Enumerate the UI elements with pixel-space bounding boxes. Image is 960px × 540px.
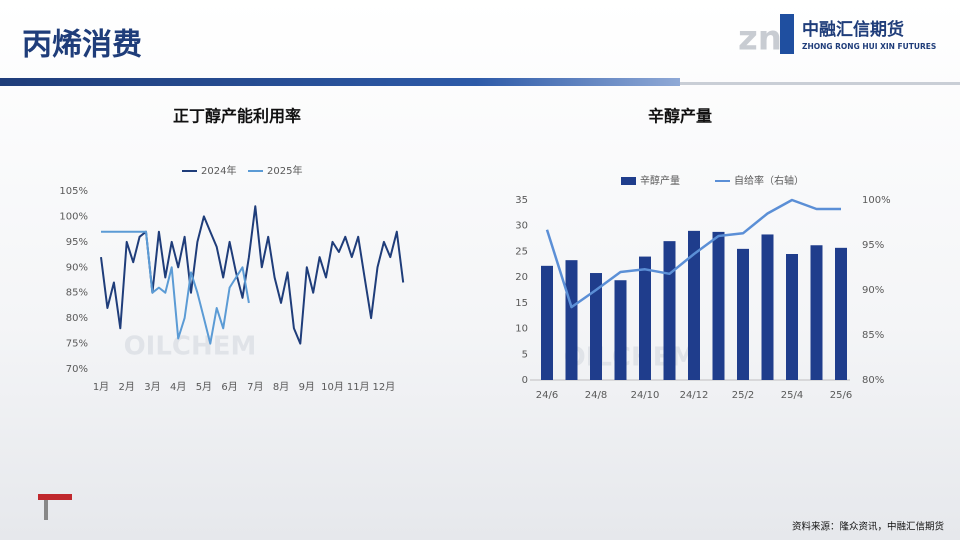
x-tick-label: 24/12: [680, 390, 709, 401]
y2-tick-label: 90%: [862, 285, 884, 296]
logo-f: [780, 14, 794, 54]
x-tick-label: 25/4: [781, 390, 803, 401]
x-tick-label: 12月: [373, 381, 396, 393]
y-tick-label: 75%: [66, 339, 88, 350]
y-tick-label: 85%: [66, 288, 88, 299]
x-tick-label: 24/10: [631, 390, 660, 401]
y-tick-label: 10: [515, 324, 528, 335]
y2-tick-label: 95%: [862, 240, 884, 251]
legend-swatch: [621, 177, 636, 185]
x-tick-label: 6月: [221, 381, 237, 393]
logo-en: ZHONG RONG HUI XIN FUTURES: [802, 42, 936, 51]
y-tick-label: 0: [522, 375, 528, 386]
legend-label: 2025年: [267, 164, 302, 177]
bar: [541, 265, 553, 380]
bar: [761, 234, 774, 380]
y-tick-label: 25: [515, 246, 528, 257]
bar: [614, 280, 627, 380]
y-tick-label: 20: [515, 272, 528, 283]
legend-label: 辛醇产量: [640, 174, 680, 187]
bar: [712, 231, 725, 380]
bar: [565, 260, 578, 380]
y2-tick-label: 85%: [862, 330, 884, 341]
bar: [737, 248, 749, 380]
bar: [639, 256, 651, 380]
x-tick-label: 8月: [273, 381, 289, 393]
y2-tick-label: 80%: [862, 375, 884, 386]
x-tick-label: 25/6: [830, 390, 852, 401]
y-tick-label: 100%: [59, 211, 88, 222]
x-tick-label: 9月: [299, 381, 315, 393]
watermark: OILCHEM: [124, 332, 257, 362]
bar: [786, 254, 798, 380]
x-tick-label: 5月: [196, 381, 212, 393]
chart-title: 正丁醇产能利用率: [173, 107, 301, 126]
y2-tick-label: 100%: [862, 195, 891, 206]
line: [545, 198, 841, 309]
x-tick-label: 3月: [144, 381, 160, 393]
watermark: OILCHEM: [564, 343, 697, 373]
logo-name: 中融汇信期货: [802, 19, 904, 40]
x-tick-label: 4月: [170, 381, 186, 393]
x-tick-label: 25/2: [732, 390, 754, 401]
header-band: [0, 78, 680, 86]
x-tick-label: 11月: [347, 381, 370, 393]
x-tick-label: 2月: [119, 381, 135, 393]
y-tick-label: 80%: [66, 313, 88, 324]
y-tick-label: 30: [515, 221, 528, 232]
bar: [590, 273, 602, 380]
y-tick-label: 5: [522, 349, 528, 360]
y-tick-label: 95%: [66, 237, 88, 248]
x-tick-label: 24/8: [585, 390, 607, 401]
line: [101, 230, 250, 345]
sign: [38, 494, 72, 500]
page-title: 丙烯消费: [22, 28, 142, 63]
legend-label: 自给率（右轴）: [734, 174, 804, 187]
y-tick-label: 15: [515, 298, 528, 309]
bar: [688, 230, 700, 380]
x-tick-label: 10月: [321, 381, 344, 393]
x-tick-label: 24/6: [536, 390, 558, 401]
sign-post: [44, 496, 48, 520]
x-tick-label: 7月: [247, 381, 263, 393]
y-tick-label: 35: [515, 195, 528, 206]
bar: [835, 247, 847, 380]
y-tick-label: 90%: [66, 262, 88, 273]
bar: [810, 245, 823, 380]
bar: [663, 241, 676, 380]
charts: 正丁醇产能利用率OILCHEM70%75%80%85%90%95%100%105…: [59, 107, 890, 402]
chart-title: 辛醇产量: [648, 107, 712, 126]
logo-mark: zn: [738, 19, 782, 59]
source: 资料来源：隆众资讯，中融汇信期货: [792, 521, 944, 533]
legend-label: 2024年: [201, 164, 236, 177]
header-line: [680, 82, 960, 85]
y-tick-label: 70%: [66, 364, 88, 375]
y-tick-label: 105%: [59, 186, 88, 197]
x-tick-label: 1月: [93, 381, 109, 393]
